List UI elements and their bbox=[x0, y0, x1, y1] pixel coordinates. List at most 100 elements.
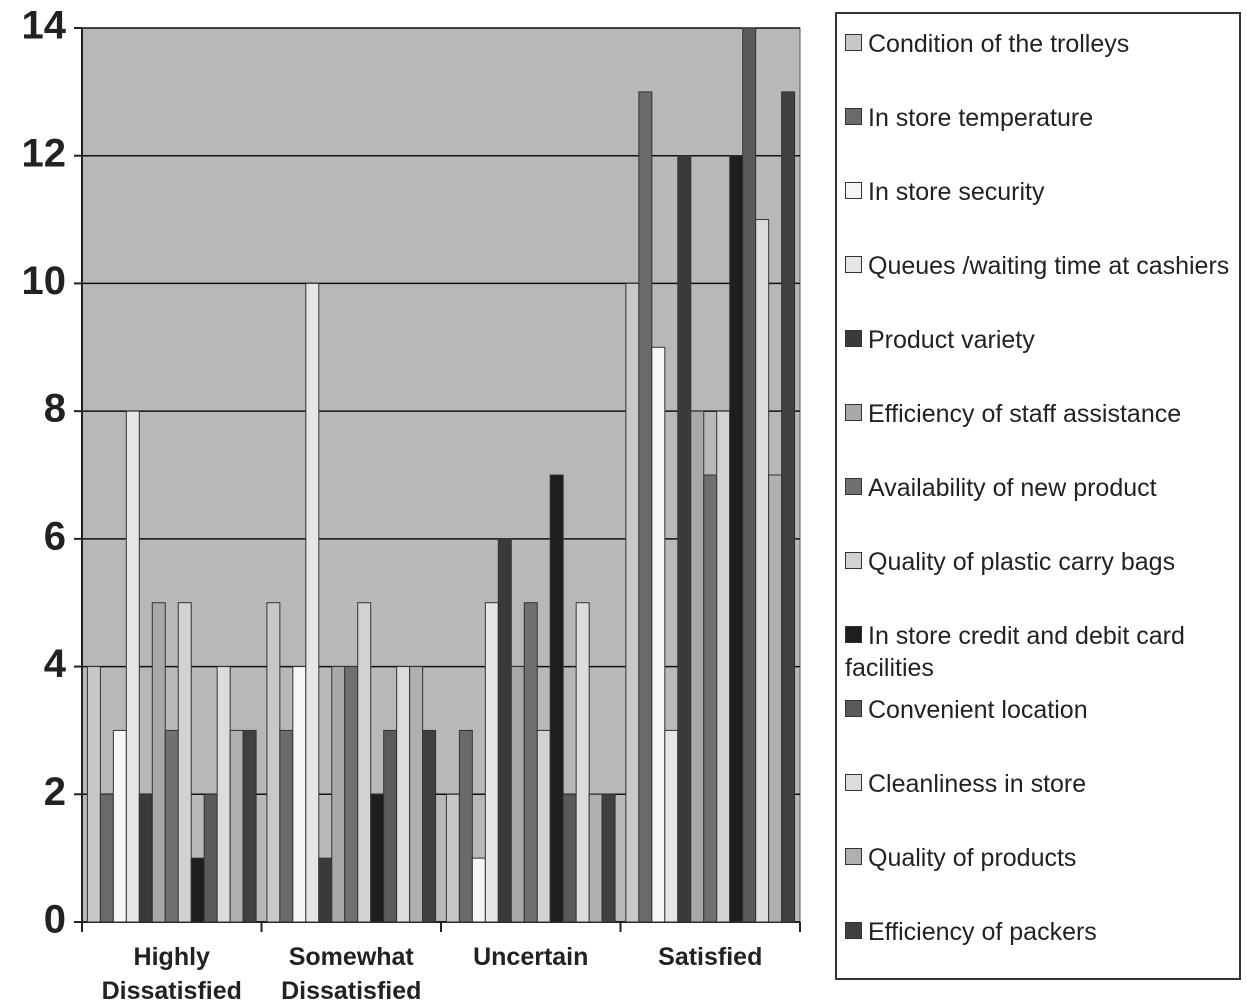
legend-label: Availability of new product bbox=[868, 474, 1157, 502]
bar bbox=[729, 155, 744, 923]
bar bbox=[742, 27, 757, 923]
legend-entry: Convenient location bbox=[845, 694, 1240, 726]
bar bbox=[510, 666, 525, 923]
bar bbox=[344, 666, 359, 923]
legend-entry: Quality of products bbox=[845, 842, 1240, 874]
legend-label: Condition of the trolleys bbox=[868, 30, 1130, 58]
bar bbox=[292, 666, 307, 923]
bar bbox=[497, 538, 512, 923]
bar bbox=[549, 474, 564, 923]
legend-label: Queues /waiting time at cashiers bbox=[868, 252, 1230, 280]
bar bbox=[677, 155, 692, 923]
bar bbox=[755, 219, 770, 923]
y-tick-label: 14 bbox=[22, 4, 67, 48]
legend-entry: In store temperature bbox=[845, 102, 1240, 134]
bar bbox=[484, 602, 499, 923]
bar bbox=[536, 729, 551, 923]
y-tick-label: 10 bbox=[22, 259, 67, 303]
legend-entry: Condition of the trolleys bbox=[845, 28, 1240, 60]
bar bbox=[471, 857, 486, 923]
legend-swatch bbox=[845, 774, 862, 791]
legend-entry: Queues /waiting time at cashiers bbox=[845, 250, 1240, 282]
legend-swatch bbox=[845, 404, 862, 421]
legend-entry: Efficiency of staff assistance bbox=[845, 398, 1240, 430]
bar bbox=[86, 666, 101, 923]
legend-swatch bbox=[845, 478, 862, 495]
bar bbox=[383, 729, 398, 923]
bar bbox=[458, 729, 473, 923]
bar bbox=[396, 666, 411, 923]
y-tick-label: 6 bbox=[44, 514, 66, 558]
legend: Condition of the trolleys In store temper… bbox=[835, 12, 1241, 980]
legend-swatch bbox=[845, 848, 862, 865]
legend-label: Cleanliness in store bbox=[868, 770, 1087, 798]
bar bbox=[138, 793, 153, 923]
bar bbox=[664, 729, 679, 923]
bar bbox=[638, 91, 653, 923]
bar bbox=[523, 602, 538, 923]
bar bbox=[242, 729, 257, 923]
bar bbox=[331, 666, 346, 923]
legend-label: Quality of products bbox=[868, 844, 1077, 872]
bar bbox=[229, 729, 244, 923]
bar bbox=[716, 410, 731, 923]
legend-entry: In store credit and debit card facilitie… bbox=[845, 620, 1240, 684]
x-tick-label: Somewhat Dissatisfied bbox=[281, 943, 422, 1005]
legend-swatch bbox=[845, 34, 862, 51]
legend-label: Efficiency of staff assistance bbox=[868, 400, 1182, 428]
bar bbox=[445, 793, 460, 923]
bar bbox=[781, 91, 796, 923]
legend-label: Convenient location bbox=[868, 696, 1088, 724]
bar bbox=[575, 602, 590, 923]
x-tick-label: Highly Dissatisfied bbox=[101, 943, 242, 1005]
legend-swatch bbox=[845, 700, 862, 717]
bar bbox=[703, 474, 718, 923]
y-tick-label: 2 bbox=[44, 770, 66, 814]
bar bbox=[305, 282, 320, 923]
bar bbox=[562, 793, 577, 923]
legend-label: In store credit and debit card facilitie… bbox=[845, 622, 1185, 682]
legend-swatch bbox=[845, 182, 862, 199]
legend-entry: Availability of new product bbox=[845, 472, 1240, 504]
bar bbox=[357, 602, 372, 923]
bar bbox=[99, 793, 114, 923]
legend-entry: Quality of plastic carry bags bbox=[845, 546, 1240, 578]
bar bbox=[279, 729, 294, 923]
x-tick-label: Uncertain bbox=[473, 943, 589, 971]
bar bbox=[190, 857, 205, 923]
bar bbox=[625, 282, 640, 923]
bar bbox=[409, 666, 424, 923]
bar bbox=[651, 346, 666, 923]
y-tick-label: 0 bbox=[44, 898, 66, 942]
legend-swatch bbox=[845, 108, 862, 125]
legend-swatch bbox=[845, 256, 862, 273]
bar bbox=[177, 602, 192, 923]
bar bbox=[112, 729, 127, 923]
chart: 0 2 4 6 8 10 12 14 bbox=[22, 4, 801, 942]
legend-swatch bbox=[845, 552, 862, 569]
bar bbox=[151, 602, 166, 923]
legend-swatch bbox=[845, 922, 862, 939]
legend-entry: Product variety bbox=[845, 324, 1240, 356]
bar bbox=[588, 793, 603, 923]
legend-swatch bbox=[845, 626, 862, 643]
bar bbox=[266, 602, 281, 923]
legend-label: Product variety bbox=[868, 326, 1035, 354]
legend-label: Quality of plastic carry bags bbox=[868, 548, 1176, 576]
legend-swatch bbox=[845, 330, 862, 347]
bar bbox=[422, 729, 437, 923]
x-tick-label: Satisfied bbox=[658, 943, 763, 971]
y-tick-label: 12 bbox=[22, 131, 67, 175]
legend-entry: Efficiency of packers bbox=[845, 916, 1240, 948]
bar bbox=[164, 729, 179, 923]
bar bbox=[203, 793, 218, 923]
bar bbox=[690, 410, 705, 923]
bar bbox=[125, 410, 140, 923]
bar bbox=[601, 793, 616, 923]
legend-label: In store security bbox=[868, 178, 1045, 206]
bar bbox=[370, 793, 385, 923]
y-tick-label: 4 bbox=[44, 642, 67, 686]
legend-label: Efficiency of packers bbox=[868, 918, 1097, 946]
legend-label: In store temperature bbox=[868, 104, 1094, 132]
